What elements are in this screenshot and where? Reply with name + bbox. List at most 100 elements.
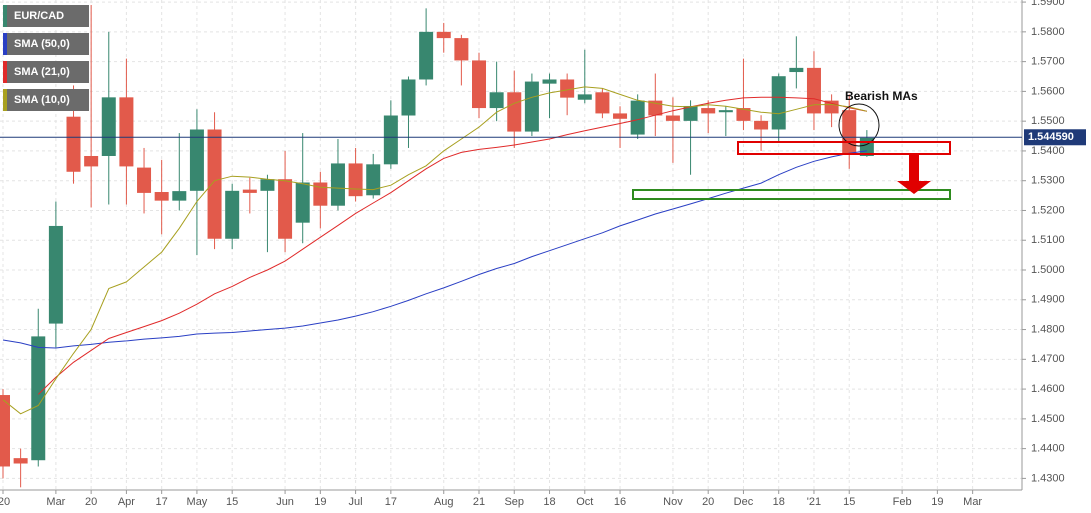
candle-body bbox=[207, 129, 222, 239]
grid bbox=[0, 0, 1022, 490]
x-tick-label: 18 bbox=[543, 496, 555, 508]
annotation-circle bbox=[838, 103, 880, 147]
candle-body bbox=[13, 458, 28, 464]
y-tick-label: 1.5300 bbox=[1031, 175, 1065, 187]
y-tick-label: 1.5400 bbox=[1031, 145, 1065, 157]
candle-body bbox=[154, 192, 169, 201]
candle-body bbox=[0, 395, 10, 467]
y-tick-label: 1.5200 bbox=[1031, 204, 1065, 216]
candle-body bbox=[189, 129, 204, 191]
legend-swatch bbox=[3, 5, 7, 27]
candle-body bbox=[507, 92, 522, 132]
candle-body bbox=[542, 79, 557, 84]
x-tick-label: '20 bbox=[0, 496, 10, 508]
candle-body bbox=[472, 60, 487, 109]
last-price-label: 1.544590 bbox=[1028, 131, 1074, 143]
x-tick-label: 19 bbox=[314, 496, 326, 508]
y-tick-label: 1.4500 bbox=[1031, 413, 1065, 425]
candle-body bbox=[225, 190, 240, 239]
y-tick-label: 1.5800 bbox=[1031, 26, 1065, 38]
x-tick-label: Apr bbox=[118, 496, 135, 508]
support-box bbox=[632, 189, 951, 200]
x-tick-label: 15 bbox=[226, 496, 238, 508]
candle-body bbox=[48, 225, 63, 324]
candle-body bbox=[789, 67, 804, 73]
sma-line bbox=[37, 96, 867, 395]
candle-body bbox=[806, 67, 821, 114]
x-tick-label: Jun bbox=[276, 496, 294, 508]
candle-body bbox=[771, 76, 786, 130]
legend-swatch bbox=[3, 89, 7, 111]
candle-body bbox=[383, 115, 398, 165]
arrow-shaft bbox=[909, 155, 919, 181]
candle-body bbox=[278, 179, 293, 239]
candle-body bbox=[701, 108, 716, 114]
sma-line bbox=[2, 86, 868, 415]
candle-body bbox=[595, 92, 610, 114]
candle-body bbox=[295, 182, 310, 223]
y-tick-label: 1.5600 bbox=[1031, 85, 1065, 97]
candle-body bbox=[613, 113, 628, 119]
candle-body bbox=[242, 189, 257, 193]
candle-body bbox=[348, 163, 363, 197]
candle-body bbox=[489, 92, 504, 109]
legend-swatch bbox=[3, 33, 7, 55]
candle-body bbox=[736, 108, 751, 121]
x-tick-label: May bbox=[187, 496, 208, 508]
x-tick-label: 16 bbox=[614, 496, 626, 508]
legend-box bbox=[3, 33, 89, 55]
candle-body bbox=[66, 116, 81, 172]
candle-body bbox=[630, 100, 645, 135]
legend: EUR/CAD SMA (50,0) SMA (21,0) SMA (10,0) bbox=[3, 5, 89, 111]
candle-body bbox=[842, 110, 857, 154]
legend-box bbox=[3, 5, 89, 27]
legend-swatch bbox=[3, 61, 7, 83]
y-tick-label: 1.5500 bbox=[1031, 115, 1065, 127]
legend-box bbox=[3, 61, 89, 83]
candle-body bbox=[137, 167, 152, 193]
candle-body bbox=[560, 79, 575, 98]
candle-body bbox=[330, 163, 345, 206]
x-tick-label: 19 bbox=[931, 496, 943, 508]
legend-label: SMA (10,0) bbox=[14, 94, 70, 106]
y-tick-label: 1.4800 bbox=[1031, 323, 1065, 335]
legend-label: SMA (21,0) bbox=[14, 66, 70, 78]
x-tick-label: Dec bbox=[734, 496, 754, 508]
legend-label: SMA (50,0) bbox=[14, 38, 70, 50]
candle-body bbox=[313, 182, 328, 206]
candle-body bbox=[754, 120, 769, 130]
x-tick-label: Jul bbox=[349, 496, 363, 508]
y-tick-label: 1.4900 bbox=[1031, 294, 1065, 306]
legend-label: EUR/CAD bbox=[14, 10, 64, 22]
x-tick-label: 17 bbox=[156, 496, 168, 508]
sma-line bbox=[2, 150, 867, 349]
y-tick-label: 1.4700 bbox=[1031, 353, 1065, 365]
candle-body bbox=[366, 164, 381, 196]
x-tick-label: 15 bbox=[843, 496, 855, 508]
candle-body bbox=[401, 79, 416, 116]
arrow-head bbox=[897, 181, 931, 194]
candle-body bbox=[524, 81, 539, 132]
candle-body bbox=[84, 155, 99, 167]
y-tick-label: 1.5900 bbox=[1031, 0, 1065, 8]
candle-body bbox=[119, 97, 134, 167]
x-tick-label: 20 bbox=[85, 496, 97, 508]
x-tick-label: Feb bbox=[893, 496, 912, 508]
x-tick-label: '21 bbox=[807, 496, 821, 508]
candle-body bbox=[172, 191, 187, 201]
x-tick-label: 18 bbox=[773, 496, 785, 508]
candle-body bbox=[577, 94, 592, 100]
candle-body bbox=[683, 105, 698, 121]
candle-body bbox=[31, 336, 46, 461]
x-tick-label: Mar bbox=[46, 496, 65, 508]
candle-body bbox=[419, 31, 434, 80]
x-tick-label: Nov bbox=[663, 496, 683, 508]
last-price-box bbox=[1024, 129, 1086, 146]
candle-body bbox=[718, 110, 733, 113]
y-tick-label: 1.5700 bbox=[1031, 56, 1065, 68]
x-tick-label: 17 bbox=[385, 496, 397, 508]
x-tick-label: Sep bbox=[504, 496, 524, 508]
candle-body bbox=[436, 31, 451, 39]
y-tick-label: 1.4300 bbox=[1031, 472, 1065, 484]
